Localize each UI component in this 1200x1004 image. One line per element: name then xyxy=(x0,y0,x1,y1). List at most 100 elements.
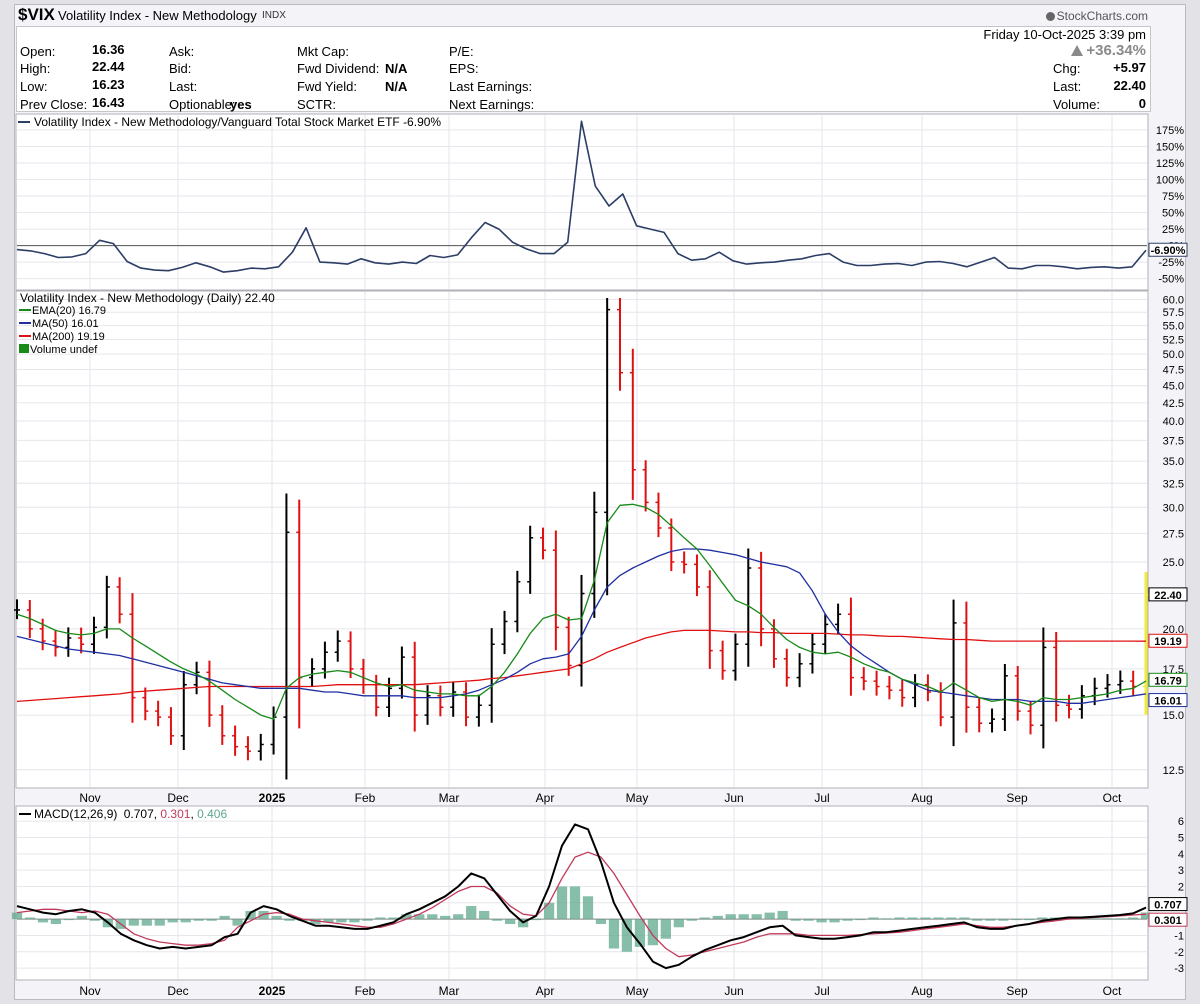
high-value: 22.44 xyxy=(92,59,125,74)
y-tick-label: 5 xyxy=(1178,832,1184,844)
volume-label: Volume: xyxy=(1053,97,1100,112)
macd-legend: MACD(12,26,9) 0.707, 0.301, 0.406 xyxy=(19,807,227,821)
macd-last-tag-label: 0.707 xyxy=(1154,900,1182,912)
histogram-bar xyxy=(284,919,295,921)
y-tick-label: 47.5 xyxy=(1163,365,1184,377)
ratio-last-tag xyxy=(1148,242,1188,257)
ask-label: Ask: xyxy=(169,44,195,59)
next-earnings-label: Next Earnings: xyxy=(449,97,535,112)
macd-legend-name: MACD(12,26,9) xyxy=(34,807,117,821)
volume-icon xyxy=(19,344,29,353)
histogram-bar xyxy=(998,919,1009,921)
y-tick-label: 40.0 xyxy=(1163,416,1184,428)
x-tick-label: May xyxy=(626,791,649,805)
histogram-bar xyxy=(556,886,568,920)
open-value: 16.36 xyxy=(92,42,125,57)
histogram-bar xyxy=(725,914,736,920)
macd-legend-text: MACD(12,26,9) 0.707, 0.301, 0.406 xyxy=(34,807,227,821)
prev-close-value: 16.43 xyxy=(92,95,125,110)
ratio-gridlines xyxy=(17,115,1147,289)
histogram-bar xyxy=(816,919,827,923)
ema20-line xyxy=(16,503,1147,720)
chg-value: +5.97 xyxy=(1113,60,1146,75)
histogram-bar xyxy=(582,896,594,920)
title-bar: $VIX Volatility Index - New Methodology … xyxy=(16,5,1184,25)
histogram-bar xyxy=(790,919,801,921)
y-tick-label: 50.0 xyxy=(1163,349,1184,361)
ratio-title: Volatility Index - New Methodology/Vangu… xyxy=(34,115,441,129)
y-tick-label: 15.0 xyxy=(1163,710,1184,722)
macd-legend-sep2: , xyxy=(190,807,197,821)
y-tick-label: -50% xyxy=(1158,274,1184,286)
price-x-ticks: Nov Dec 2025 Feb Mar Apr May Jun Jul Aug Sep Oct xyxy=(79,791,1122,805)
histogram-bar xyxy=(206,919,217,921)
fwd-yield-label: Fwd Yield: xyxy=(297,79,357,94)
histogram-bar xyxy=(972,919,983,921)
histogram-bar xyxy=(946,917,957,920)
histogram-bar xyxy=(777,910,788,920)
last-label-mid: Last: xyxy=(169,79,198,94)
quote-datetime: Friday 10-Oct-2025 3:39 pm xyxy=(983,27,1146,42)
brand-logo[interactable]: StockCharts.com xyxy=(1045,9,1148,23)
histogram-bar xyxy=(193,919,204,921)
y-tick-label: 27.5 xyxy=(1163,528,1184,540)
signal-line xyxy=(16,851,1147,958)
histogram-bar xyxy=(245,910,256,920)
close-last-tag xyxy=(1148,587,1188,602)
x-tick-label: Mar xyxy=(439,984,460,998)
histogram-bar xyxy=(271,915,282,920)
mkt-cap-label: Mkt Cap: xyxy=(297,44,350,59)
x-tick-label: Jun xyxy=(724,791,743,805)
histogram-bar xyxy=(933,917,944,920)
y-tick-label: 4 xyxy=(1178,849,1184,861)
macd-legend-macd: 0.707 xyxy=(124,807,154,821)
x-tick-label: 2025 xyxy=(259,984,286,998)
histogram-bar xyxy=(180,919,191,923)
ratio-line xyxy=(16,120,1147,273)
histogram-bar xyxy=(920,917,931,920)
histogram-bar xyxy=(479,910,490,920)
low-label: Low: xyxy=(20,79,48,94)
y-tick-label: 175% xyxy=(1156,125,1184,137)
last-earnings-label: Last Earnings: xyxy=(449,79,533,94)
ma200-line xyxy=(16,629,1147,703)
fwd-dividend-value: N/A xyxy=(385,61,408,76)
x-tick-label: Feb xyxy=(355,791,376,805)
price-panel: 12.515.017.520.025.027.530.032.535.037.5… xyxy=(14,290,1188,805)
histogram-bar xyxy=(232,919,243,926)
legend-ma200: MA(200) 19.19 xyxy=(32,331,105,343)
x-tick-label: Dec xyxy=(167,984,188,998)
ma200-last-tag xyxy=(1148,633,1188,648)
histogram-bar xyxy=(712,915,723,920)
y-tick-label: 55.0 xyxy=(1163,321,1184,333)
histogram-bar xyxy=(440,915,451,920)
histogram-bar xyxy=(375,917,386,920)
histogram-bar xyxy=(504,919,516,925)
macd-legend-signal: 0.301 xyxy=(160,807,190,821)
y-tick-label: 50% xyxy=(1162,208,1184,220)
histogram-bar xyxy=(336,919,347,923)
brand-text: StockCharts.com xyxy=(1056,9,1148,23)
price-plot-area xyxy=(15,290,1149,789)
histogram-bar xyxy=(686,919,697,921)
histogram-bar xyxy=(738,914,749,920)
x-tick-label: Aug xyxy=(911,791,932,805)
histogram-bar xyxy=(1024,919,1035,921)
histogram-bar xyxy=(76,915,88,920)
close-last-tag-label: 22.40 xyxy=(1154,590,1182,602)
histogram-bar xyxy=(894,917,905,920)
volume-value: 0 xyxy=(1138,96,1146,111)
y-tick-label: 42.5 xyxy=(1163,398,1184,410)
price-moving-averages: 22.40 19.19 16.79 16.01 xyxy=(16,503,1188,720)
x-tick-label: Sep xyxy=(1006,984,1028,998)
x-tick-label: Jul xyxy=(814,984,829,998)
x-tick-label: May xyxy=(626,984,649,998)
x-tick-label: Feb xyxy=(355,984,376,998)
ema20-last-tag xyxy=(1148,672,1188,687)
histogram-bar xyxy=(141,919,152,926)
histogram-bar xyxy=(310,919,321,925)
y-tick-label: 45.0 xyxy=(1163,381,1184,393)
histogram-bar xyxy=(881,918,892,920)
ema20-last-tag-label: 16.79 xyxy=(1154,675,1182,687)
price-ohlc-bars xyxy=(14,297,1149,780)
